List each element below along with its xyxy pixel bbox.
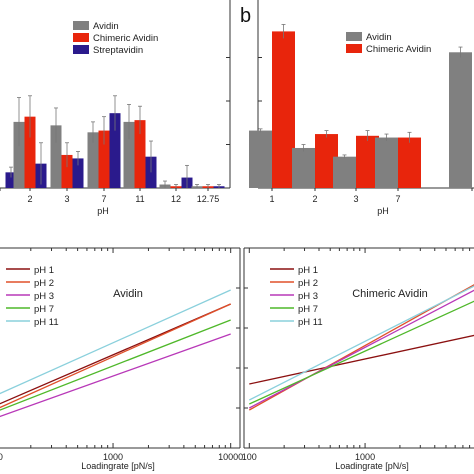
- a-bar-avidin-2: [50, 125, 62, 188]
- c-xtick-label-2: 10000: [218, 452, 243, 462]
- b-xtick-label-2: 3: [353, 194, 358, 204]
- a-legend-swatch-1: [73, 33, 89, 42]
- b-bar-avidin-4: [449, 52, 472, 188]
- panel-d-title: Chimeric Avidin: [352, 288, 428, 300]
- c-legend-label-4: pH 11: [34, 317, 59, 328]
- panel-c-title: Avidin: [113, 288, 143, 300]
- b-bar-avidin-2: [333, 156, 356, 188]
- c-xtick-label-0: 100: [0, 452, 3, 462]
- b-xtick-label-3: 7: [395, 194, 400, 204]
- a-legend-swatch-0: [73, 21, 89, 30]
- b-xtick-label-1: 2: [312, 194, 317, 204]
- a-legend-label-2: Streptavidin: [93, 45, 143, 56]
- a-bar-chimeric-1: [24, 116, 36, 188]
- b-bar-chimeric-0: [272, 31, 295, 189]
- a-legend-swatch-2: [73, 45, 89, 54]
- panel-d-line-chart: Chimeric Avidin Loadingrate [pN/s] 100 10…: [242, 247, 474, 471]
- a-bar-streptavidin-3: [109, 113, 121, 188]
- d-xtick-label-0: 100: [242, 452, 257, 462]
- a-xtick-label-5: 12: [171, 194, 181, 204]
- d-series-line-0: [249, 334, 474, 385]
- b-bar-chimeric-3: [398, 137, 421, 188]
- c-xtick-label-1: 1000: [103, 452, 123, 462]
- a-bar-avidin-4: [123, 121, 135, 188]
- c-series-line-4: [0, 289, 231, 395]
- d-legend-label-4: pH 11: [298, 317, 323, 328]
- b-legend-swatch-0: [346, 32, 362, 41]
- d-legend-label-3: pH 7: [298, 304, 318, 315]
- panel-b-label: b: [240, 5, 251, 27]
- c-series-line-2: [0, 333, 231, 418]
- a-legend-label-1: Chimeric Avidin: [93, 33, 158, 44]
- panel-b-xlabel: pH: [377, 206, 389, 216]
- a-bar-chimeric-4: [134, 120, 146, 188]
- a-bar-avidin-3: [87, 132, 99, 188]
- a-xtick-label-4: 11: [135, 194, 144, 204]
- c-legend-label-3: pH 7: [34, 304, 54, 315]
- a-bar-streptavidin-2: [72, 158, 84, 188]
- panel-a-xlabel: pH: [97, 206, 109, 216]
- d-legend-label-1: pH 2: [298, 278, 318, 289]
- b-bar-avidin-3: [375, 137, 398, 188]
- panel-c-line-chart: Avidin Loadingrate [pN/s] 100 1000 10000 pH…: [0, 247, 243, 471]
- a-bar-streptavidin-0: [5, 172, 17, 188]
- d-legend-label-0: pH 1: [298, 265, 318, 276]
- b-bar-avidin-0: [249, 130, 272, 188]
- panel-d-xlabel: Loadingrate [pN/s]: [335, 461, 409, 471]
- b-bar-avidin-1: [292, 147, 315, 188]
- b-legend-label-0: Avidin: [366, 32, 392, 43]
- a-bar-avidin-1: [13, 121, 25, 188]
- a-xtick-label-2: 3: [64, 194, 69, 204]
- d-legend-label-2: pH 3: [298, 291, 318, 302]
- c-series-line-1: [0, 303, 231, 409]
- c-legend-label-2: pH 3: [34, 291, 54, 302]
- a-bar-chimeric-3: [98, 130, 110, 188]
- b-bar-chimeric-2: [356, 135, 379, 188]
- d-series-line-3: [249, 300, 474, 405]
- a-bar-chimeric-2: [61, 154, 73, 188]
- c-legend-label-1: pH 2: [34, 278, 54, 289]
- c-legend-label-0: pH 1: [34, 265, 54, 276]
- b-legend-swatch-1: [346, 44, 362, 53]
- b-xtick-label-0: 1: [269, 194, 274, 204]
- a-legend-label-0: Avidin: [93, 21, 119, 32]
- b-legend-label-1: Chimeric Avidin: [366, 44, 431, 55]
- a-xtick-label-1: 2: [27, 194, 32, 204]
- a-xtick-label-6: 12.75: [197, 194, 220, 204]
- d-series-line-2: [248, 289, 474, 409]
- d-xtick-label-1: 1000: [355, 452, 375, 462]
- panel-c-xlabel: Loadingrate [pN/s]: [81, 461, 155, 471]
- d-series-line-4: [249, 285, 474, 401]
- a-xtick-label-3: 7: [101, 194, 106, 204]
- c-series-line-3: [0, 319, 231, 411]
- b-bar-chimeric-1: [315, 134, 338, 188]
